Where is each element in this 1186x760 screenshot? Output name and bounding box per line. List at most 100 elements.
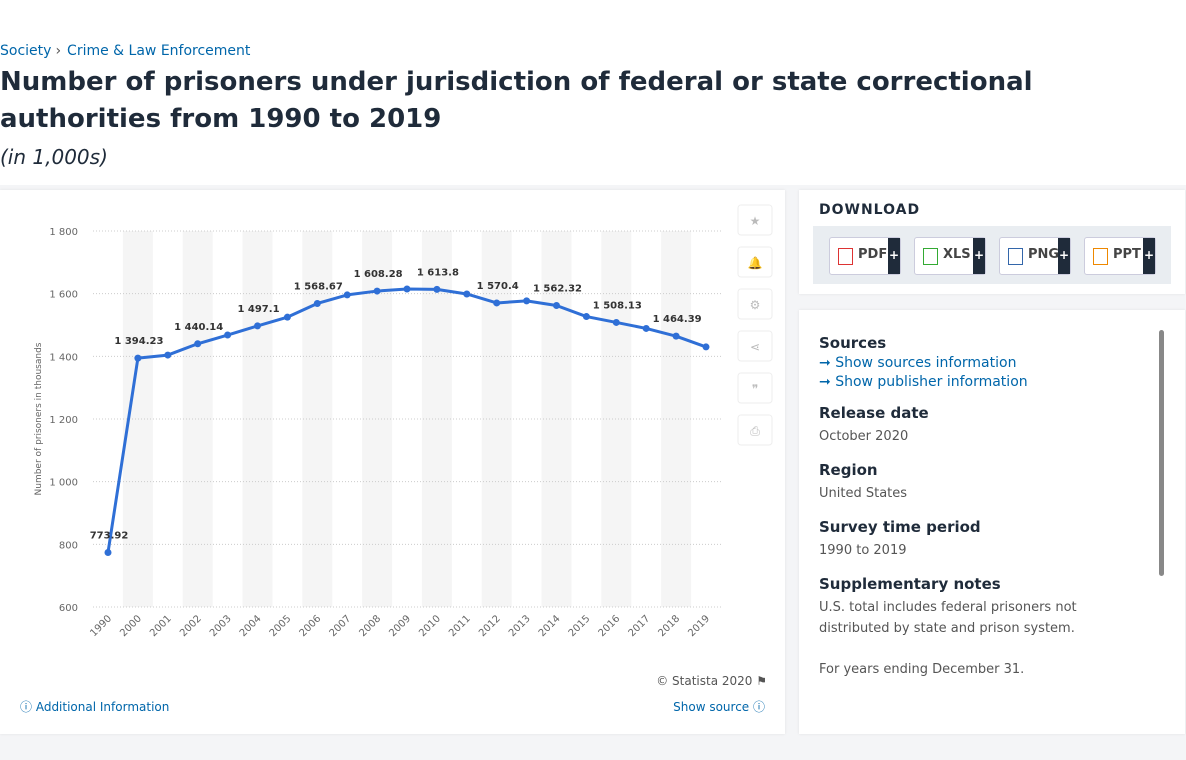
data-label: 1 568.67 bbox=[294, 281, 343, 292]
data-label: 1 440.14 bbox=[174, 322, 223, 333]
data-label: 773.92 bbox=[90, 531, 129, 542]
data-point bbox=[373, 287, 381, 295]
toolbar-icon: 🔔 bbox=[748, 256, 763, 270]
toolbar-icon: ⚙ bbox=[750, 298, 761, 312]
download-card: DOWNLOAD PDF + XLS + PNG + PPT + bbox=[799, 190, 1185, 294]
band bbox=[661, 231, 692, 607]
data-point bbox=[433, 285, 441, 293]
details-card: Sources ➞ Show sources information ➞ Sho… bbox=[799, 310, 1185, 734]
additional-info[interactable]: ⓘ Additional Information bbox=[20, 700, 170, 714]
additional-info-text: Additional Information bbox=[35, 700, 170, 714]
x-tick-label: 2003 bbox=[208, 613, 234, 639]
data-label: 1 497.1 bbox=[237, 304, 279, 315]
x-tick-label: 2007 bbox=[328, 613, 354, 639]
x-tick-label: 2018 bbox=[656, 613, 682, 639]
x-tick-label: 2001 bbox=[148, 613, 174, 639]
file-icon bbox=[923, 248, 938, 265]
file-icon bbox=[1008, 248, 1023, 265]
download-title: DOWNLOAD bbox=[819, 202, 921, 218]
x-tick-label: 2016 bbox=[597, 613, 623, 639]
data-point bbox=[403, 285, 411, 293]
file-icon bbox=[838, 248, 853, 265]
link-text: Show publisher information bbox=[835, 374, 1028, 390]
crumb-link[interactable]: Society bbox=[0, 43, 52, 59]
data-point bbox=[582, 313, 590, 321]
crumb-link[interactable]: Crime & Law Enforcement bbox=[67, 43, 251, 59]
y-tick-label: 1 000 bbox=[49, 478, 78, 489]
download-button[interactable]: PDF + bbox=[829, 237, 901, 275]
data-point bbox=[104, 549, 112, 557]
data-label: 1 562.32 bbox=[533, 283, 582, 294]
file-icon bbox=[1093, 248, 1108, 265]
details-link[interactable]: ➞ Show publisher information bbox=[819, 374, 1028, 390]
band bbox=[601, 231, 632, 607]
data-label: 1 570.4 bbox=[477, 281, 519, 292]
x-tick-label: 2009 bbox=[387, 613, 413, 639]
details-heading: Release date bbox=[819, 404, 929, 422]
y-tick-label: 600 bbox=[59, 603, 78, 614]
download-button[interactable]: PNG + bbox=[999, 237, 1071, 275]
details: Sources ➞ Show sources information ➞ Sho… bbox=[819, 320, 1149, 680]
y-tick-label: 1 800 bbox=[49, 227, 78, 238]
toolbar-button[interactable] bbox=[737, 414, 773, 446]
x-tick-label: 2000 bbox=[118, 613, 144, 639]
y-tick-label: 1 200 bbox=[49, 415, 78, 426]
show-source[interactable]: Show source ⓘ bbox=[673, 700, 765, 714]
data-point bbox=[642, 324, 650, 332]
x-tick-label: 2010 bbox=[417, 613, 443, 639]
data-point bbox=[194, 340, 202, 348]
y-axis-label: Number of prisoners in thousands bbox=[34, 342, 44, 495]
details-heading: Survey time period bbox=[819, 518, 981, 536]
chart: 600 800 1 000 1 200 1 400 1 600 1 800 Number of… bbox=[34, 204, 773, 639]
details-value: U.S. total includes federal prisoners no… bbox=[819, 600, 1077, 636]
data-point bbox=[523, 297, 531, 305]
toolbar-button[interactable] bbox=[737, 330, 773, 362]
data-point bbox=[493, 299, 501, 307]
y-tick-label: 1 400 bbox=[49, 352, 78, 363]
data-point bbox=[224, 331, 232, 339]
header: Society › Crime & Law Enforcement Number o… bbox=[0, 0, 1186, 185]
toolbar-button[interactable] bbox=[737, 204, 773, 236]
toolbar-button[interactable] bbox=[737, 372, 773, 404]
download-button[interactable]: PPT + bbox=[1084, 237, 1156, 275]
copyright: © Statista 2020 ⚑ bbox=[656, 674, 767, 688]
toolbar-button[interactable] bbox=[737, 246, 773, 278]
data-point bbox=[343, 291, 351, 299]
toolbar-button[interactable] bbox=[737, 288, 773, 320]
toolbar-icon: ❞ bbox=[752, 382, 758, 396]
data-point bbox=[702, 343, 710, 351]
link-text: Show sources information bbox=[835, 355, 1017, 371]
x-tick-label: 2017 bbox=[627, 613, 653, 639]
data-point bbox=[313, 299, 321, 307]
data-point bbox=[283, 313, 291, 321]
data-label: 1 394.23 bbox=[114, 336, 163, 347]
x-tick-label: 2004 bbox=[238, 613, 264, 639]
details-link[interactable]: ➞ Show sources information bbox=[819, 355, 1017, 371]
data-label: 1 508.13 bbox=[593, 300, 642, 311]
download-label: PNG bbox=[1028, 247, 1060, 262]
details-value: United States bbox=[819, 486, 908, 501]
toolbar-icon: ⋖ bbox=[750, 340, 760, 354]
download-label: XLS bbox=[943, 247, 971, 262]
download-button[interactable]: XLS + bbox=[914, 237, 986, 275]
data-point bbox=[254, 322, 261, 330]
x-tick-label: 2013 bbox=[507, 613, 533, 639]
details-value: October 2020 bbox=[819, 429, 909, 444]
toolbar-icon: ★ bbox=[750, 214, 761, 228]
details-heading: Sources bbox=[819, 334, 887, 352]
scrollbar[interactable] bbox=[1159, 330, 1164, 576]
plus-icon: + bbox=[888, 238, 900, 274]
download-label: PPT bbox=[1113, 247, 1141, 262]
data-label: 1 613.8 bbox=[417, 267, 459, 278]
chart-card: 600 800 1 000 1 200 1 400 1 600 1 800 Number of… bbox=[0, 190, 785, 734]
toolbar-icon: ⎙ bbox=[750, 424, 760, 438]
plus-icon: + bbox=[973, 238, 985, 274]
x-tick-label: 1990 bbox=[88, 613, 114, 639]
x-tick-label: 2006 bbox=[298, 613, 324, 639]
download-bar: PDF + XLS + PNG + PPT + bbox=[813, 226, 1171, 284]
x-tick-label: 2015 bbox=[567, 613, 593, 639]
details-heading: Supplementary notes bbox=[819, 575, 1001, 593]
show-source-text: Show source bbox=[673, 700, 750, 714]
copyright-text: © Statista 2020 bbox=[656, 674, 753, 688]
